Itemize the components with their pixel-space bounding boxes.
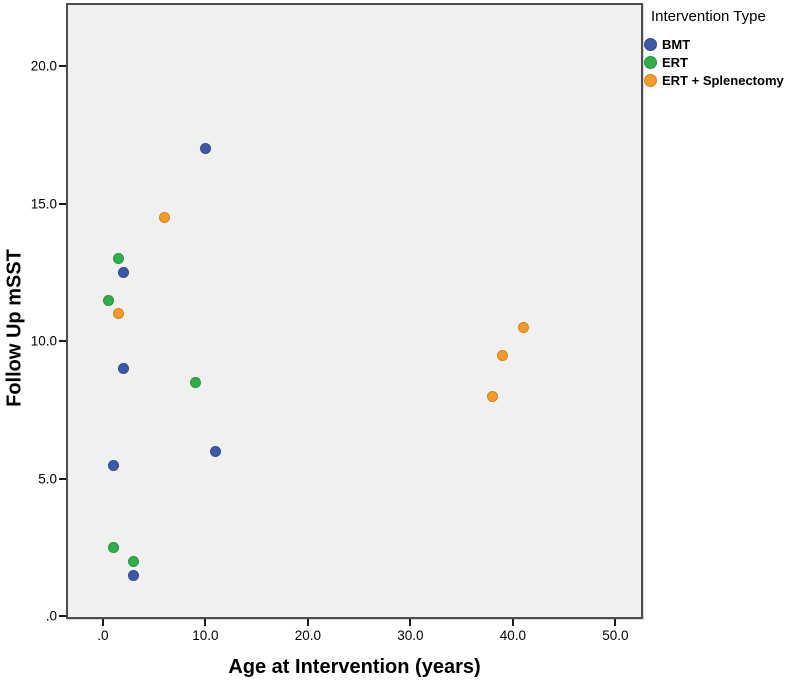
legend-swatch-bmt-icon <box>644 37 657 51</box>
x-tick-mark <box>614 619 617 626</box>
data-point-ert-splenectomy <box>497 349 509 361</box>
x-tick-label: 40.0 <box>499 628 526 643</box>
x-tick-mark <box>409 619 412 626</box>
data-point-ert-splenectomy <box>158 212 170 223</box>
y-axis-title: Follow Up mSST <box>3 249 26 407</box>
data-point-bmt <box>117 363 129 375</box>
x-tick-mark <box>204 619 207 626</box>
legend-item-ert: ERT <box>644 54 784 70</box>
legend-items: BMT ERT ERT + Splenectomy <box>644 36 784 88</box>
x-tick-label: 10.0 <box>192 628 219 643</box>
legend-item-label: BMT <box>662 36 691 52</box>
x-tick-label: 20.0 <box>294 628 321 643</box>
x-tick-mark <box>101 619 104 626</box>
data-point-bmt <box>199 143 211 155</box>
y-tick-mark <box>59 340 66 343</box>
plot-area <box>66 3 643 619</box>
legend-item-label: ERT + Splenectomy <box>662 72 784 88</box>
data-point-ert <box>128 555 140 567</box>
data-point-ert <box>189 377 201 388</box>
legend-swatch-ert-splenectomy-icon <box>644 73 657 87</box>
y-tick-mark <box>59 65 66 68</box>
x-tick-mark <box>306 619 309 626</box>
y-tick-mark <box>59 202 66 205</box>
data-point-bmt <box>107 459 119 471</box>
y-tick-label: .0 <box>45 608 57 624</box>
legend-swatch-ert-icon <box>644 55 657 69</box>
data-point-ert <box>107 542 119 553</box>
y-tick-mark <box>59 477 66 480</box>
data-point-ert-splenectomy <box>486 390 498 402</box>
data-point-bmt <box>128 569 140 581</box>
x-tick-label: 30.0 <box>397 628 424 643</box>
y-tick-label: 20.0 <box>30 58 57 74</box>
y-tick-mark <box>59 615 66 618</box>
legend-item-label: ERT <box>662 54 688 70</box>
data-point-bmt <box>210 445 222 457</box>
data-point-ert <box>112 253 124 265</box>
x-axis-title: Age at Intervention (years) <box>228 656 481 678</box>
x-tick-label: .0 <box>97 628 109 643</box>
y-tick-label: 5.0 <box>38 471 57 487</box>
x-tick-mark <box>511 619 514 626</box>
data-point-ert-splenectomy <box>517 322 529 333</box>
legend-title: Intervention Type <box>651 8 766 25</box>
data-point-ert-splenectomy <box>112 308 124 320</box>
y-tick-label: 15.0 <box>30 196 57 212</box>
legend: Intervention Type BMT ERT ERT + Splenectom… <box>644 8 784 90</box>
y-tick-label: 10.0 <box>30 333 57 349</box>
x-tick-label: 50.0 <box>602 628 629 643</box>
data-point-ert <box>102 294 114 306</box>
data-point-bmt <box>117 267 129 278</box>
legend-item-bmt: BMT <box>644 36 784 52</box>
legend-item-ert-splenectomy: ERT + Splenectomy <box>644 72 784 88</box>
